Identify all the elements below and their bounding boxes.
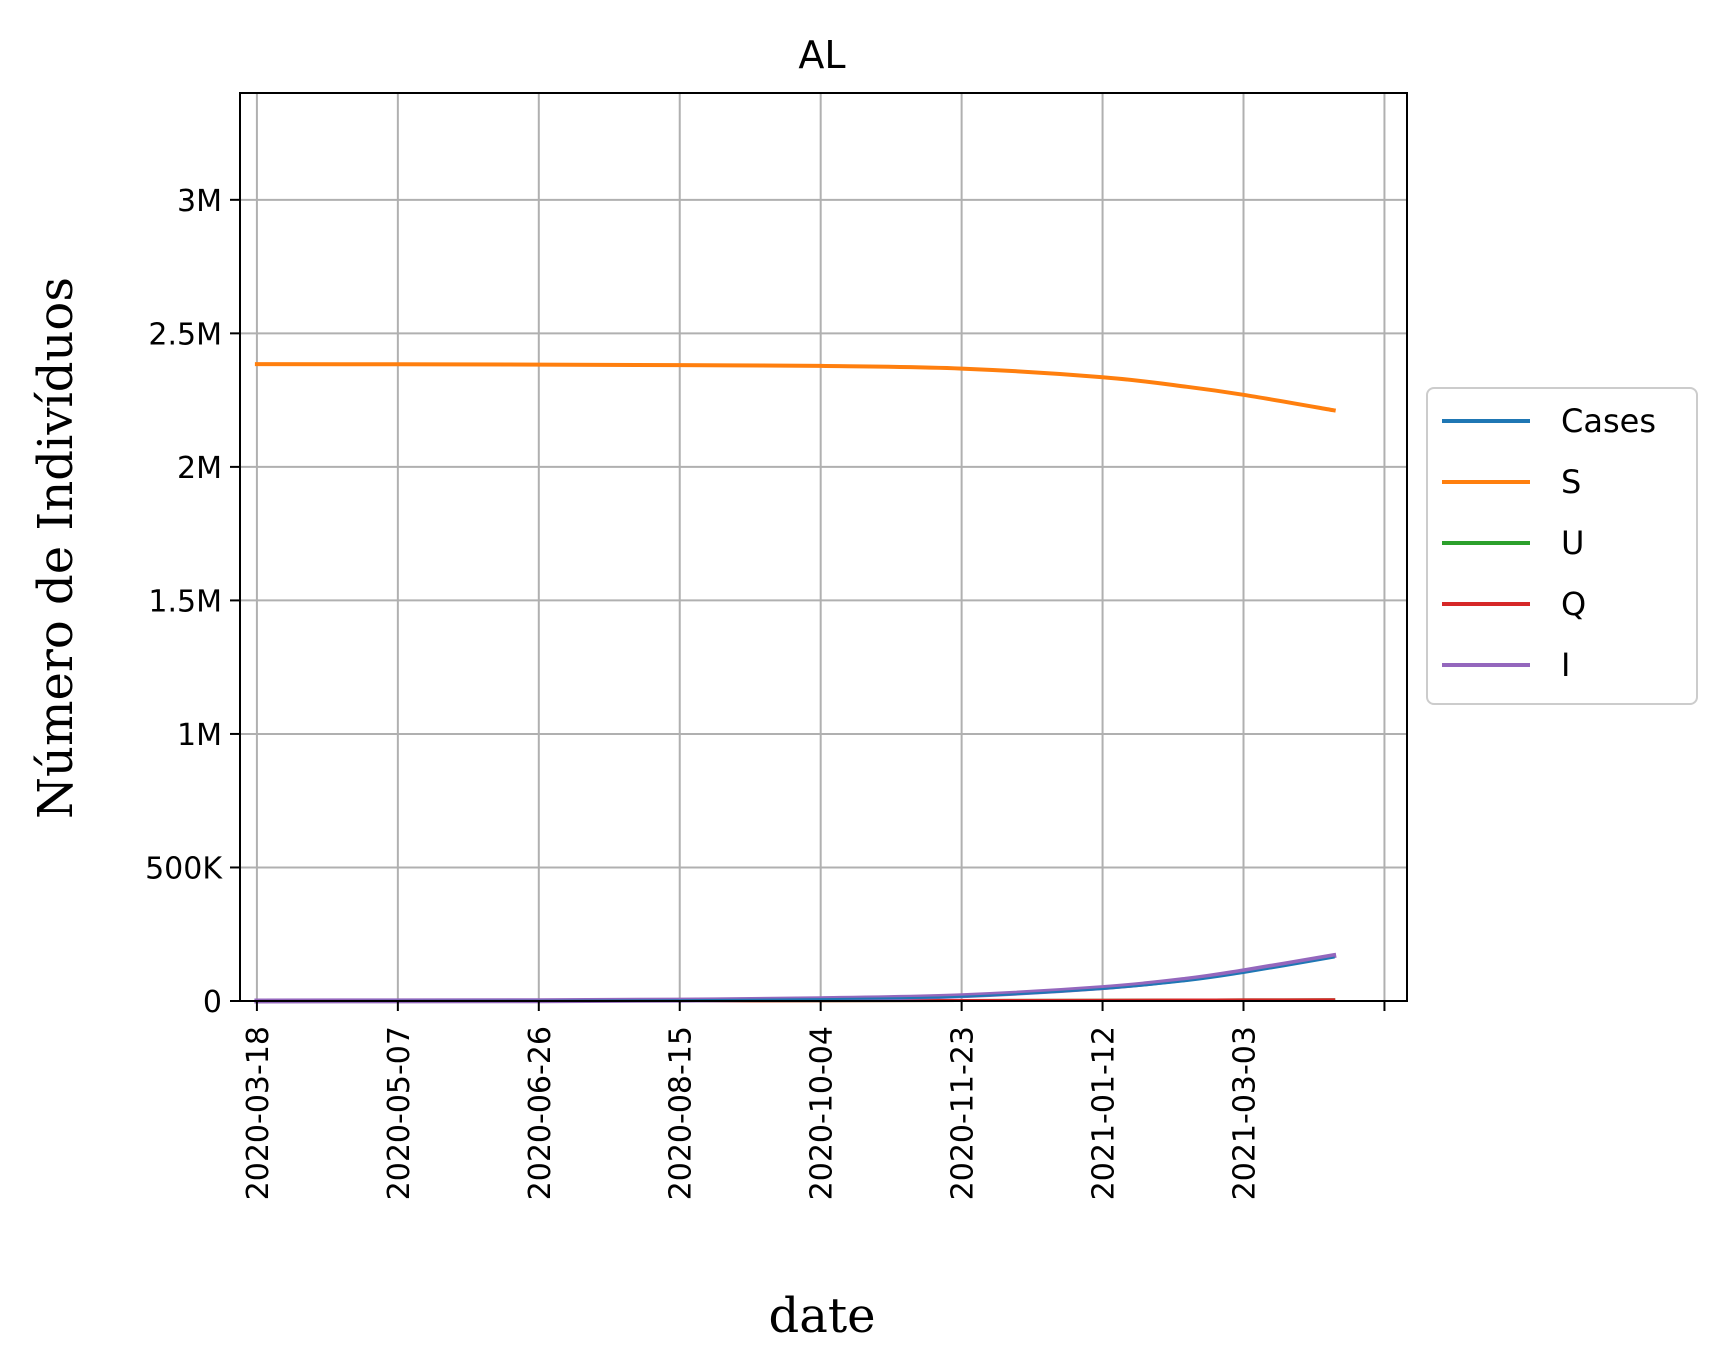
y-tick-label: 2.5M bbox=[148, 317, 222, 352]
legend-label-q: Q bbox=[1561, 585, 1586, 623]
series-line-i bbox=[254, 952, 1337, 1004]
chart-title: AL bbox=[798, 33, 845, 77]
y-tick-label: 0 bbox=[203, 985, 222, 1020]
y-tick-label: 500K bbox=[145, 851, 223, 886]
x-tick-label: 2021-03-03 bbox=[1228, 1026, 1263, 1200]
plot-frame bbox=[239, 92, 1408, 1002]
x-tick-label: 2020-10-04 bbox=[805, 1026, 840, 1200]
x-tick-label: 2020-05-07 bbox=[382, 1026, 417, 1200]
y-tick-label: 1.5M bbox=[148, 584, 222, 619]
grid bbox=[240, 93, 1407, 1002]
x-axis: 2020-03-18 2020-05-07 2020-06-26 2020-08-15… bbox=[241, 1001, 1386, 1200]
y-axis: 0 500K 1M 1.5M 2M 2.5M 3M bbox=[145, 184, 240, 1020]
x-tick-label: 2021-01-12 bbox=[1087, 1026, 1122, 1200]
legend-label-u: U bbox=[1561, 524, 1584, 562]
legend-label-s: S bbox=[1561, 463, 1581, 501]
series-layer bbox=[254, 362, 1337, 1004]
y-tick-label: 1M bbox=[177, 718, 222, 753]
legend-label-cases: Cases bbox=[1561, 402, 1656, 440]
x-axis-label: date bbox=[768, 1288, 875, 1344]
y-axis-label: Número de Indivíduos bbox=[28, 277, 84, 819]
legend-frame bbox=[1426, 387, 1698, 705]
x-tick-label: 2020-08-15 bbox=[664, 1026, 699, 1200]
x-tick-label: 2020-06-26 bbox=[523, 1026, 558, 1200]
series-line-s bbox=[254, 362, 1337, 413]
y-tick-label: 2M bbox=[177, 451, 222, 486]
x-tick-label: 2020-11-23 bbox=[946, 1026, 981, 1200]
x-tick-label: 2020-03-18 bbox=[241, 1026, 276, 1200]
y-tick-label: 3M bbox=[177, 184, 222, 219]
legend-label-i: I bbox=[1561, 646, 1570, 684]
